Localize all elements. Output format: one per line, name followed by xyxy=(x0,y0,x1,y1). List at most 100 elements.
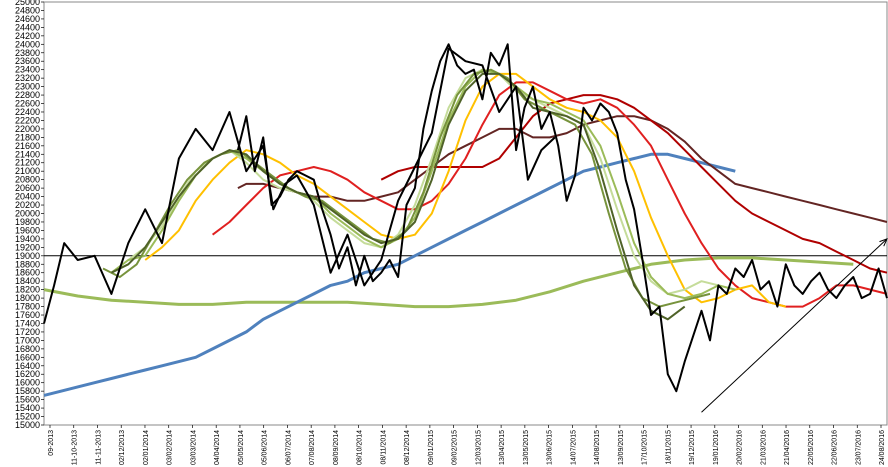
y-tick-label: 17600 xyxy=(15,310,40,320)
y-tick-label: 18400 xyxy=(15,276,40,286)
y-tick-label: 21400 xyxy=(15,149,40,159)
x-tick-label: 08/12/2014 xyxy=(404,430,411,465)
x-tick-label: 20/02/2016 xyxy=(737,430,744,465)
series-line-ma_light_green xyxy=(127,68,719,295)
series-line-ma_long_green xyxy=(43,256,854,309)
series-line-ma_blue xyxy=(43,152,736,397)
y-tick-label: 23600 xyxy=(15,56,40,66)
y-tick-label: 22200 xyxy=(15,115,40,125)
y-tick-label: 22600 xyxy=(15,99,40,109)
x-tick-label: 21/04/2016 xyxy=(784,430,791,465)
y-tick-label: 16000 xyxy=(15,378,40,388)
y-tick-label: 17800 xyxy=(15,302,40,312)
y-tick-label: 16800 xyxy=(15,344,40,354)
plot-frame xyxy=(43,1,888,426)
x-tick-label: 08/11/2014 xyxy=(380,430,387,465)
y-tick-label: 23400 xyxy=(15,65,40,75)
x-tick-label: 03/03/2014 xyxy=(190,430,197,465)
x-tick-label: 22/05/2016 xyxy=(808,430,815,465)
y-tick-label: 24200 xyxy=(15,31,40,41)
x-tick-label: 11-11-2013 xyxy=(95,430,102,465)
y-tick-label: 21600 xyxy=(15,141,40,151)
x-tick-label: 03/02/2014 xyxy=(167,430,174,465)
x-tick-label: 04/04/2014 xyxy=(214,430,221,465)
y-tick-label: 22800 xyxy=(15,90,40,100)
y-tick-label: 24400 xyxy=(15,22,40,32)
chart-axes xyxy=(41,1,888,428)
y-tick-label: 20000 xyxy=(15,209,40,219)
y-tick-label: 15800 xyxy=(15,386,40,396)
y-tick-label: 23200 xyxy=(15,73,40,83)
y-tick-label: 19000 xyxy=(15,251,40,261)
y-tick-label: 18800 xyxy=(15,259,40,269)
y-tick-label: 17400 xyxy=(15,318,40,328)
x-tick-label: 14/07/2015 xyxy=(570,430,577,465)
y-tick-label: 19800 xyxy=(15,217,40,227)
x-tick-label: 09/02/2015 xyxy=(452,430,459,465)
x-tick-label: 02/12/2013 xyxy=(119,430,126,465)
chart-series-lines xyxy=(43,43,888,413)
y-tick-label: 19400 xyxy=(15,234,40,244)
y-tick-label: 20400 xyxy=(15,192,40,202)
series-line-ma_olive xyxy=(110,72,686,321)
y-tick-label: 20200 xyxy=(15,200,40,210)
x-tick-label: 14/08/2015 xyxy=(594,430,601,465)
x-tick-label: 08/09/2014 xyxy=(333,430,340,465)
x-tick-label: 05/06/2014 xyxy=(262,430,269,465)
x-tick-label: 12/03/2015 xyxy=(475,430,482,465)
series-line-price2 xyxy=(236,43,888,393)
series-line-price xyxy=(43,47,556,324)
y-tick-label: 18600 xyxy=(15,268,40,278)
y-tick-label: 25000 xyxy=(15,0,40,7)
y-tick-label: 23800 xyxy=(15,48,40,58)
y-tick-label: 17000 xyxy=(15,335,40,345)
x-tick-label: 02/01/2014 xyxy=(143,430,150,465)
y-tick-label: 16200 xyxy=(15,369,40,379)
y-tick-label: 21800 xyxy=(15,132,40,142)
x-tick-label: 11-10-2013 xyxy=(72,430,79,465)
x-tick-label: 24/08/2016 xyxy=(879,430,886,465)
x-tick-label: 13/04/2015 xyxy=(499,430,506,465)
chart-tick-labels: 1500015200154001560015800160001620016400… xyxy=(15,0,886,465)
y-tick-label: 21200 xyxy=(15,158,40,168)
y-tick-label: 24000 xyxy=(15,39,40,49)
x-tick-label: 19/12/2015 xyxy=(689,430,696,465)
y-tick-label: 15400 xyxy=(15,403,40,413)
y-tick-label: 16400 xyxy=(15,361,40,371)
x-tick-label: 23/07/2016 xyxy=(855,430,862,465)
series-line-ma_brown xyxy=(237,115,888,223)
y-tick-label: 24600 xyxy=(15,14,40,24)
x-tick-label: 17/10/2015 xyxy=(642,430,649,465)
y-tick-label: 21000 xyxy=(15,166,40,176)
x-tick-label: 07/08/2014 xyxy=(309,430,316,465)
y-tick-label: 16600 xyxy=(15,352,40,362)
x-tick-label: 09/01/2015 xyxy=(428,430,435,465)
x-tick-label: 09-2013 xyxy=(48,430,55,456)
series-line-trend xyxy=(701,238,888,413)
x-tick-label: 18/11/2015 xyxy=(665,430,672,465)
x-tick-label: 05/05/2014 xyxy=(238,430,245,465)
y-tick-label: 20800 xyxy=(15,175,40,185)
x-tick-label: 21/03/2016 xyxy=(760,430,767,465)
x-tick-label: 13/09/2015 xyxy=(618,430,625,465)
y-tick-label: 15200 xyxy=(15,412,40,422)
trend-arrow-head xyxy=(879,238,888,247)
x-tick-label: 06/07/2014 xyxy=(285,430,292,465)
x-tick-label: 19/01/2016 xyxy=(713,430,720,465)
y-tick-label: 19600 xyxy=(15,225,40,235)
y-tick-label: 24800 xyxy=(15,5,40,15)
y-tick-label: 23000 xyxy=(15,82,40,92)
x-tick-label: 08/10/2014 xyxy=(357,430,364,465)
y-tick-label: 19200 xyxy=(15,242,40,252)
y-tick-label: 22400 xyxy=(15,107,40,117)
y-tick-label: 15000 xyxy=(15,420,40,430)
y-tick-label: 20600 xyxy=(15,183,40,193)
y-tick-label: 17200 xyxy=(15,327,40,337)
series-line-ma_darkred xyxy=(380,94,888,274)
x-tick-label: 13/06/2015 xyxy=(547,430,554,465)
x-tick-label: 22/06/2016 xyxy=(832,430,839,465)
y-tick-label: 15600 xyxy=(15,395,40,405)
y-tick-label: 18000 xyxy=(15,293,40,303)
y-tick-label: 18200 xyxy=(15,285,40,295)
